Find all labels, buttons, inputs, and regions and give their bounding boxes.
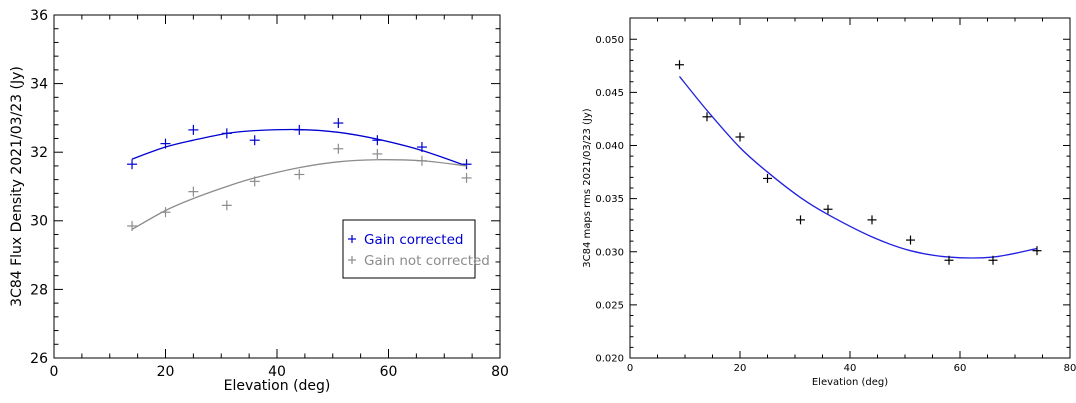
data-point: [372, 148, 383, 159]
plot-frame: [629, 17, 1071, 359]
x-tick-label: 20: [734, 363, 747, 374]
data-point: [160, 207, 171, 218]
data-point: [127, 220, 138, 231]
y-tick-label: 34: [30, 77, 48, 93]
fit-curve: [131, 159, 467, 230]
data-point: [416, 155, 427, 166]
y-tick-label: 0.040: [595, 141, 624, 152]
y-tick-label: 36: [30, 8, 48, 24]
y-tick-label: 0.020: [595, 354, 624, 365]
data-point: [416, 142, 427, 153]
y-tick-label: 32: [30, 145, 48, 161]
x-tick-label: 60: [954, 363, 967, 374]
data-point: [735, 132, 745, 142]
data-point: [333, 118, 344, 129]
y-axis-title: 3C84 maps rms 2021/03/23 (Jy): [582, 108, 593, 268]
maps-rms-chart: 0 20 40 60 80 0.020 0.025 0.030 0.035 0.040 0.045 0…: [582, 17, 1076, 388]
x-tick-label: 0: [627, 363, 633, 374]
x-tick-label: 40: [268, 364, 286, 380]
legend-label: Gain corrected: [364, 232, 463, 248]
data-point: [188, 186, 199, 197]
y-tick-label: 0.030: [595, 247, 624, 258]
data-point: [160, 138, 171, 149]
x-axis-title: Elevation (deg): [224, 378, 331, 394]
data-point: [988, 255, 998, 265]
series-1: [127, 143, 472, 231]
data-point: [702, 112, 712, 122]
y-tick-label: 26: [30, 351, 48, 367]
data-point: [294, 169, 305, 180]
y-tick-label: 0.045: [595, 88, 624, 99]
fit-curve: [131, 128, 467, 167]
plot-frame: [53, 14, 501, 359]
x-axis-title: Elevation (deg): [812, 377, 888, 388]
data-point: [906, 235, 915, 245]
data-point: [188, 124, 199, 135]
series-0: [675, 60, 1042, 265]
x-tick-label: 80: [1064, 363, 1076, 374]
x-tick-label: 0: [50, 364, 59, 380]
fit-curve: [678, 76, 1038, 259]
data-point: [1032, 246, 1042, 256]
y-tick-label: 0.050: [595, 35, 624, 46]
y-tick-label: 28: [30, 282, 48, 298]
x-tick-label: 80: [491, 364, 509, 380]
data-point: [127, 159, 138, 170]
series-0: [127, 118, 472, 170]
data-point: [221, 200, 232, 211]
x-tick-label: 20: [157, 364, 175, 380]
data-point: [944, 255, 954, 265]
legend: Gain corrected Gain not corrected: [342, 219, 490, 279]
data-point: [867, 215, 877, 225]
data-point: [372, 135, 383, 146]
data-point: [763, 173, 772, 183]
data-point: [461, 172, 472, 183]
data-point: [796, 215, 805, 225]
data-point: [249, 135, 260, 146]
legend-label: Gain not corrected: [364, 253, 490, 269]
data-point: [675, 60, 684, 70]
y-tick-label: 0.025: [595, 300, 624, 311]
data-point: [221, 128, 232, 139]
legend-item: Gain corrected: [348, 232, 463, 248]
y-axis-title: 3C84 Flux Density 2021/03/23 (Jy): [9, 66, 25, 307]
data-point: [294, 124, 305, 135]
y-tick-label: 30: [30, 214, 48, 230]
x-tick-label: 60: [380, 364, 398, 380]
data-point: [333, 143, 344, 154]
data-point: [461, 159, 472, 170]
flux-density-chart: 0 20 40 60 80 26 28 30 32 34 36 Elevation (deg) 3C84…: [9, 8, 509, 394]
legend-box: [342, 219, 476, 279]
legend-item: Gain not corrected: [348, 253, 490, 269]
y-tick-label: 0.035: [595, 194, 624, 205]
data-point: [249, 176, 260, 187]
data-point: [823, 204, 833, 214]
x-tick-label: 40: [844, 363, 857, 374]
